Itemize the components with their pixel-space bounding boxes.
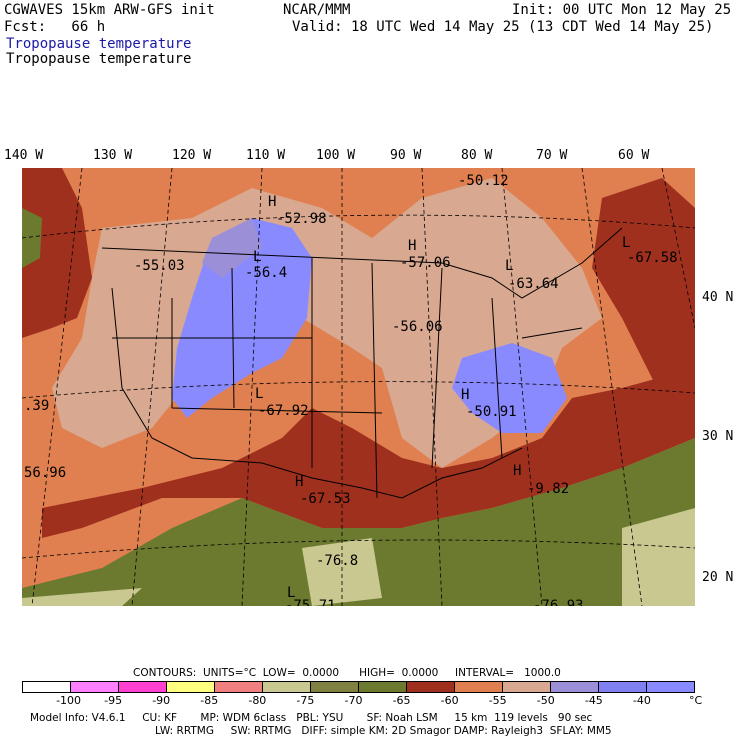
lon-label: 90 W (390, 148, 422, 163)
map-value-label: .39 (24, 398, 50, 414)
colorbar-tick-label: -80 (248, 694, 267, 707)
colorbar-tick-label: -90 (152, 694, 171, 707)
colorbar-tick-label: -85 (200, 694, 219, 707)
forecast-hour: Fcst: 66 h (4, 19, 106, 35)
region-olive (22, 438, 695, 606)
region-tan (302, 538, 382, 606)
high-marker: H (513, 463, 522, 479)
colorbar-tick-label: -40 (632, 694, 651, 707)
map-value-label: -67.92 (258, 403, 309, 419)
colorbar-swatch (71, 682, 119, 692)
low-marker: L (622, 235, 631, 251)
map-value-label: -57.06 (400, 255, 451, 271)
map-value-label: -63.64 (508, 276, 559, 292)
region-tan (22, 588, 142, 606)
low-marker: L (255, 386, 264, 402)
map-value-label: -56.4 (245, 265, 288, 281)
region-olive (22, 208, 42, 268)
low-marker: L (505, 258, 514, 274)
colorbar-swatch (359, 682, 407, 692)
model-info: Model Info: V4.6.1 CU: KF MP: WDM 6class… (30, 712, 593, 724)
colorbar-tick-label: -55 (488, 694, 507, 707)
lon-label: 130 W (93, 148, 133, 163)
physics-info: LW: RRTMG SW: RRTMG DIFF: simple KM: 2D … (155, 725, 612, 737)
field-title-contour: Tropopause temperature (6, 51, 192, 67)
colorbar-swatch (167, 682, 215, 692)
lat-label: 40 N (702, 290, 734, 305)
high-marker: H (268, 194, 277, 210)
lat-label: 30 N (702, 429, 734, 444)
lon-label: 60 W (618, 148, 650, 163)
colorbar-tick-label: -45 (584, 694, 603, 707)
colorbar-swatch (407, 682, 455, 692)
low-marker: L (253, 249, 262, 265)
colorbar-swatch (551, 682, 599, 692)
region-lavender (202, 218, 262, 278)
colorbar-tick-label: -95 (104, 694, 123, 707)
lon-label: 110 W (246, 148, 286, 163)
colorbar-tick-label: -65 (392, 694, 411, 707)
boundaries (101, 227, 623, 499)
model-title: CGWAVES 15km ARW-GFS init (4, 2, 215, 18)
map-value-label: -50.12 (458, 173, 509, 189)
colorbar-tick-label: -50 (536, 694, 555, 707)
org-label: NCAR/MMM (283, 2, 351, 18)
colorbar-swatch (599, 682, 647, 692)
colorbar (22, 681, 695, 693)
map-value-label: -75.71 (285, 598, 336, 606)
colorbar-swatch (23, 682, 71, 692)
colorbar-swatch (311, 682, 359, 692)
map-value-label: -9.82 (527, 481, 570, 497)
high-marker: H (295, 474, 304, 490)
lon-label: 100 W (316, 148, 356, 163)
colorbar-tick-label: -60 (440, 694, 459, 707)
map-value-label: -55.03 (134, 258, 185, 274)
region-tan (622, 508, 695, 606)
map-value-label: -67.58 (627, 250, 678, 266)
colorbar-swatch (455, 682, 503, 692)
map-value-label: -76.8 (316, 553, 359, 569)
region-blue (172, 218, 312, 418)
colorbar-swatch (647, 682, 694, 692)
low-marker: L (287, 585, 296, 601)
high-marker: H (461, 387, 470, 403)
lon-label: 140 W (4, 148, 44, 163)
valid-time: Valid: 18 UTC Wed 14 May 25 (13 CDT Wed … (292, 19, 714, 35)
map-value-label: -56.06 (392, 319, 443, 335)
field-title-shaded: Tropopause temperature (6, 36, 192, 52)
tropopause-map[interactable] (22, 168, 695, 606)
colorbar-tick-label: -75 (296, 694, 315, 707)
map-value-label: -67.53 (300, 491, 351, 507)
lon-label: 120 W (172, 148, 212, 163)
region-darkred (22, 168, 92, 338)
lat-label: 20 N (702, 570, 734, 585)
map-value-label: -76.93 (533, 598, 584, 606)
colorbar-tick-label: °C (689, 694, 703, 707)
colorbar-swatch (503, 682, 551, 692)
graticule (22, 168, 695, 606)
colorbar-tick-label: -100 (56, 694, 82, 707)
high-marker: H (408, 238, 417, 254)
map-value-label: -52.98 (276, 211, 327, 227)
region-darkred (42, 368, 695, 538)
map-value-label: -50.91 (466, 404, 517, 420)
region-blue (452, 343, 567, 433)
colorbar-swatch (263, 682, 311, 692)
region-darkred (592, 178, 695, 398)
map-value-label: 56.96 (24, 465, 67, 481)
lon-label: 80 W (461, 148, 493, 163)
colorbar-swatch (119, 682, 167, 692)
colorbar-swatch (215, 682, 263, 692)
contours-info: CONTOURS: UNITS=°C LOW= 0.0000 HIGH= 0.0… (133, 667, 561, 679)
init-time: Init: 00 UTC Mon 12 May 25 (512, 2, 732, 18)
lon-label: 70 W (536, 148, 568, 163)
colorbar-tick-label: -70 (344, 694, 363, 707)
